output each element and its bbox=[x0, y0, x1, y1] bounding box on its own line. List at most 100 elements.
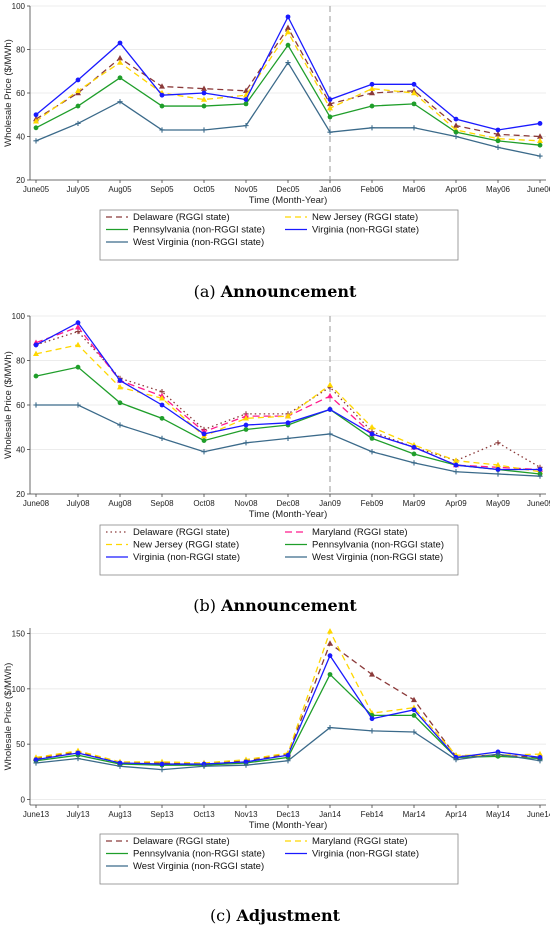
data-point bbox=[243, 87, 249, 94]
data-point bbox=[33, 760, 39, 766]
data-point bbox=[201, 763, 207, 769]
x-tick-label: Mar09 bbox=[403, 499, 426, 508]
x-tick-label: Aug13 bbox=[108, 810, 132, 819]
data-point bbox=[159, 761, 165, 767]
data-point bbox=[369, 431, 375, 437]
data-point bbox=[495, 471, 501, 477]
y-axis-label: Wholesale Price ($/MWh) bbox=[3, 39, 14, 147]
x-tick-label: May14 bbox=[486, 810, 511, 819]
x-tick-label: Sep05 bbox=[150, 185, 174, 194]
data-point bbox=[243, 427, 249, 432]
chart-announcement-2008: 20 40 60 80 100 June08 July08 Aug08 Sep08 Oct08 No… bbox=[3, 312, 550, 576]
data-point bbox=[327, 431, 333, 437]
data-point bbox=[537, 750, 543, 757]
data-point bbox=[285, 24, 291, 30]
data-point bbox=[369, 728, 375, 734]
data-point bbox=[537, 473, 543, 479]
series-line bbox=[35, 330, 541, 468]
x-tick-label: Sep13 bbox=[150, 810, 174, 819]
caption-a-text: Announcement bbox=[220, 282, 357, 301]
data-point bbox=[369, 716, 375, 722]
data-point bbox=[369, 435, 375, 441]
data-point bbox=[495, 144, 501, 150]
data-point bbox=[369, 671, 375, 677]
x-axis-label: Time (Month-Year) bbox=[249, 509, 328, 520]
x-tick-label: Feb09 bbox=[361, 499, 384, 508]
data-point bbox=[453, 462, 459, 468]
data-point bbox=[369, 424, 375, 430]
y-tick-label: 150 bbox=[12, 630, 26, 639]
legend-entry: West Virginia (non-RGGI state) bbox=[312, 552, 443, 563]
caption-c-letter: (c) bbox=[209, 906, 232, 925]
data-point bbox=[537, 137, 543, 144]
y-tick-label: 100 bbox=[12, 685, 26, 694]
data-point bbox=[369, 89, 375, 96]
y-tick-label: 100 bbox=[12, 2, 26, 11]
data-point bbox=[327, 724, 333, 731]
x-tick-label: Sep08 bbox=[150, 499, 174, 508]
chart-adjustment-2013: 0 50 100 150 June13 July13 Aug13 Sep13 Oct13 Nov1… bbox=[3, 628, 550, 885]
data-point bbox=[285, 752, 291, 758]
data-point bbox=[201, 96, 207, 102]
data-point bbox=[453, 122, 459, 128]
data-point bbox=[537, 142, 543, 148]
series-5 bbox=[33, 402, 543, 479]
data-point bbox=[411, 707, 417, 713]
data-point bbox=[243, 415, 249, 421]
legend-entry: Maryland (RGGI state) bbox=[312, 836, 408, 847]
legend-entry: New Jersey (RGGI state) bbox=[133, 540, 239, 551]
series-line bbox=[35, 654, 541, 765]
legend-entry: Pennsylvania (non-RGGI state) bbox=[312, 540, 444, 551]
data-point bbox=[33, 138, 39, 144]
series-line bbox=[35, 30, 541, 142]
x-tick-label: June09 bbox=[527, 499, 550, 508]
x-tick-label: Nov13 bbox=[234, 810, 258, 819]
data-point bbox=[201, 85, 207, 91]
x-tick-label: May09 bbox=[486, 499, 511, 508]
data-point bbox=[453, 457, 459, 463]
data-point bbox=[327, 97, 333, 102]
x-axis-label: Time (Month-Year) bbox=[249, 820, 328, 831]
data-point bbox=[327, 392, 333, 399]
data-point bbox=[75, 328, 81, 335]
data-point bbox=[201, 103, 207, 109]
data-point bbox=[327, 653, 333, 659]
y-tick-label: 60 bbox=[16, 89, 25, 98]
data-point bbox=[33, 757, 39, 763]
data-point bbox=[537, 133, 543, 139]
data-point bbox=[327, 100, 333, 107]
x-tick-label: Jan06 bbox=[319, 185, 341, 194]
data-point bbox=[327, 672, 333, 677]
data-point bbox=[453, 133, 459, 140]
data-point bbox=[411, 696, 417, 703]
data-point bbox=[75, 364, 81, 370]
data-point bbox=[411, 101, 417, 107]
x-tick-label: June08 bbox=[23, 499, 50, 508]
legend-entry: Pennsylvania (non-RGGI state) bbox=[133, 225, 265, 236]
series-line bbox=[35, 344, 541, 473]
data-point bbox=[285, 59, 291, 66]
data-point bbox=[33, 125, 39, 131]
legend-entry: West Virginia (non-RGGI state) bbox=[133, 861, 264, 872]
data-point bbox=[453, 116, 459, 122]
data-point bbox=[159, 92, 165, 98]
data-point bbox=[495, 440, 501, 446]
x-tick-label: Mar06 bbox=[403, 185, 426, 194]
data-point bbox=[243, 123, 249, 129]
data-point bbox=[495, 467, 501, 472]
caption-c: (c) Adjustment bbox=[0, 906, 550, 925]
data-point bbox=[75, 120, 81, 127]
data-point bbox=[201, 438, 207, 443]
data-point bbox=[75, 341, 81, 348]
y-axis-label: Wholesale Price ($/MWh) bbox=[3, 663, 14, 771]
data-point bbox=[327, 114, 333, 120]
data-point bbox=[411, 81, 417, 87]
series-0 bbox=[33, 328, 543, 470]
data-point bbox=[33, 112, 39, 118]
series-4 bbox=[33, 59, 543, 159]
x-tick-label: June05 bbox=[23, 185, 50, 194]
y-tick-label: 50 bbox=[16, 740, 25, 749]
y-tick-label: 40 bbox=[16, 133, 25, 142]
x-tick-label: Dec13 bbox=[276, 810, 300, 819]
data-point bbox=[75, 103, 81, 109]
